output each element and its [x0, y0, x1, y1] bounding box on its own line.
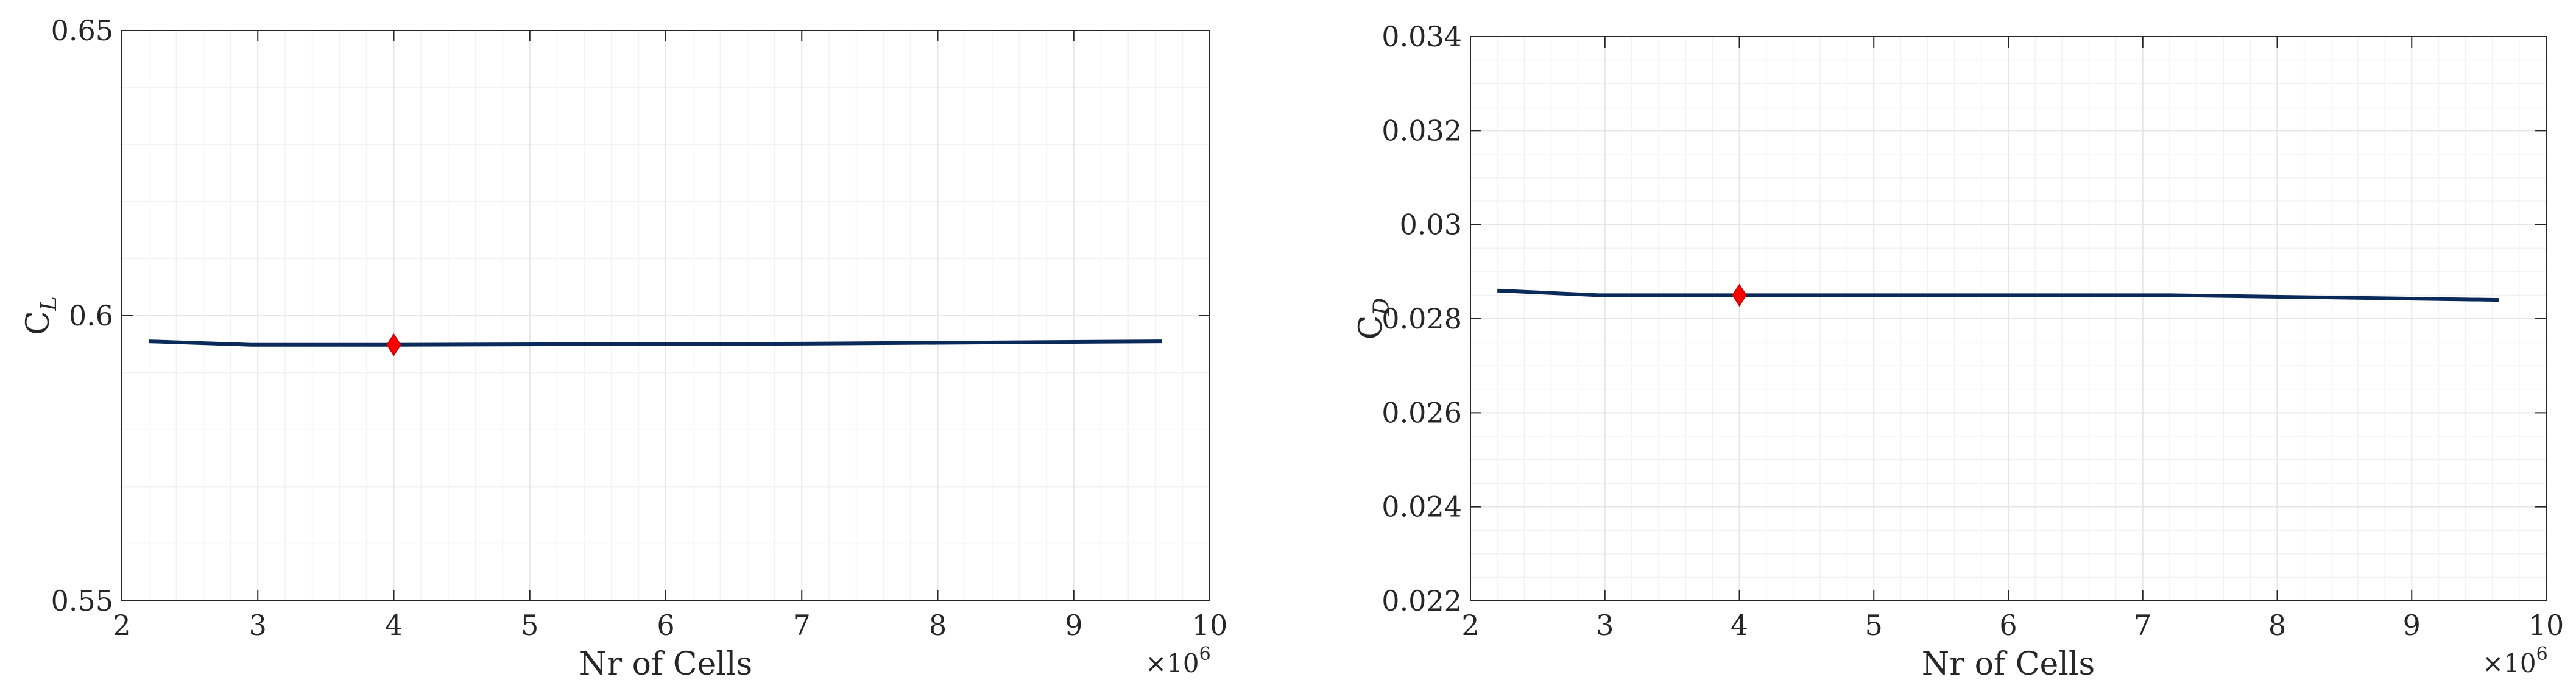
- cl-x-tick-label: 4: [385, 609, 403, 642]
- cl-x-multiplier: ×106: [1145, 644, 1211, 678]
- cl-x-tick-label: 6: [657, 609, 674, 642]
- cd-y-axis-label: CD: [1353, 298, 1394, 340]
- cl-x-tick-label: 2: [113, 609, 130, 642]
- cl-y-tick-label: 0.6: [69, 299, 113, 332]
- cl-x-tick-label: 8: [929, 609, 947, 642]
- cd-x-tick-label: 2: [1461, 609, 1479, 642]
- cl-x-tick-label: 7: [793, 609, 811, 642]
- cl-y-tick-label: 0.65: [51, 14, 113, 47]
- cl-x-tick-label: 10: [1192, 609, 1228, 642]
- cl-y-tick-label: 0.55: [51, 584, 113, 617]
- cd-grid: [1470, 36, 2547, 601]
- cd-x-tick-label: 8: [2268, 609, 2286, 642]
- cd-x-tick-label: 6: [1999, 609, 2017, 642]
- cl-x-axis-label: Nr of Cells: [579, 646, 752, 683]
- cd-x-tick-label: 9: [2403, 609, 2421, 642]
- cl-x-tick-label: 5: [521, 609, 538, 642]
- cl-y-axis-label: CL: [20, 296, 62, 335]
- cd-x-tick-label: 10: [2528, 609, 2564, 642]
- cl-grid: [121, 30, 1210, 601]
- cd-y-tick-label: 0.022: [1382, 584, 1462, 617]
- chart-cl: 2 3 4 5 6 7 8 9 10 0.55 0.6 0.65 Nr of Cells ×106 C…: [20, 14, 1227, 683]
- cd-y-tick-label: 0.028: [1382, 302, 1462, 335]
- cd-x-tick-label: 7: [2134, 609, 2151, 642]
- cd-highlight-marker: [1732, 283, 1747, 307]
- cd-x-tick-label: 4: [1731, 609, 1748, 642]
- cd-y-tick-label: 0.024: [1382, 491, 1462, 523]
- cd-x-multiplier: ×106: [2482, 644, 2548, 678]
- cl-x-tick-label: 3: [249, 609, 267, 642]
- cd-y-tick-label: 0.034: [1382, 20, 1462, 53]
- chart-cd: 2 3 4 5 6 7 8 9 10 0.022 0.024 0.026 0.028 0.03 0.032 0…: [1353, 20, 2564, 683]
- cd-x-tick-label: 5: [1865, 609, 1883, 642]
- cl-highlight-marker: [386, 333, 401, 356]
- cl-ticks: 2 3 4 5 6 7 8 9 10 0.55 0.6 0.65: [51, 14, 1228, 642]
- cl-x-tick-label: 9: [1065, 609, 1082, 642]
- cd-y-tick-label: 0.026: [1382, 396, 1462, 429]
- cd-y-tick-label: 0.03: [1400, 208, 1462, 241]
- cd-y-tick-label: 0.032: [1382, 114, 1462, 147]
- cd-ticks: 2 3 4 5 6 7 8 9 10 0.022 0.024 0.026 0.028 0.03 0.032 0…: [1382, 20, 2564, 642]
- cd-x-tick-label: 3: [1596, 609, 1614, 642]
- cd-x-axis-label: Nr of Cells: [1922, 646, 2095, 683]
